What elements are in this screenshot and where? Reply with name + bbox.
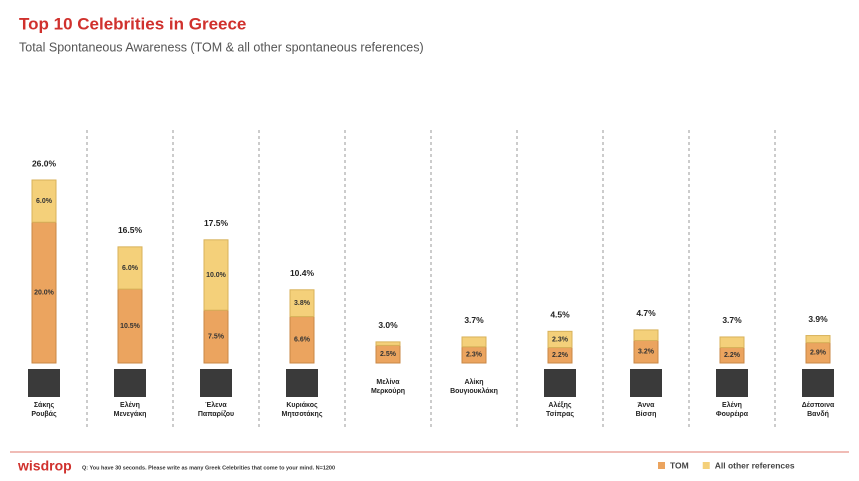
bar-segment [375,341,401,346]
value-label: 20.0% [34,289,55,296]
value-label: 2.3% [466,352,483,359]
value-label: 2.5% [380,351,397,358]
total-label: 16.5% [118,225,143,235]
photo [114,369,146,397]
total-label: 3.7% [722,315,742,325]
category-label: Κυριάκος Μητσοτάκης [281,402,323,418]
total-label: 3.7% [464,315,484,325]
bar-segment [117,288,143,364]
photo [630,369,662,397]
bar-segment [633,329,659,341]
brand: wisdrop [17,458,72,474]
category-label: Δέσποινα Βανδή [801,402,835,418]
bar-segment [203,239,229,311]
photo [544,369,576,397]
footnote: Q: You have 30 seconds. Please write as … [82,465,335,471]
category-label: Μελίνα Μερκούρη [370,379,406,395]
bar-segment [289,289,315,318]
photo [716,369,748,397]
value-label: 6.0% [122,265,139,272]
value-label: 10.0% [206,272,227,279]
legend-label: TOM [670,460,689,470]
value-label: 3.2% [638,349,655,356]
value-label: 3.8% [294,300,311,307]
category-label: Έλενα Παπαρίζου [197,402,235,418]
category-label: Αλίκη Βουγιουκλάκη [450,379,498,395]
chart-subtitle: Total Spontaneous Awareness (TOM & all o… [19,40,424,54]
category-label: Ελένη Μενεγάκη [113,402,147,418]
category-label: Άννα Βίσση [635,402,657,418]
value-label: 6.0% [36,198,53,205]
value-label: 10.5% [120,323,141,330]
bar-segment [117,246,143,290]
category-label: Ελένη Φουρέιρα [715,402,749,418]
total-label: 26.0% [32,158,57,168]
total-label: 4.5% [550,310,570,320]
bar-segment [805,335,831,344]
category-label: Αλέξης Τσίπρας [545,402,575,418]
chart-title: Top 10 Celebrities in Greece [19,14,246,33]
bar-segment [461,336,487,348]
value-label: 7.5% [208,333,225,340]
legend-label: All other references [715,460,795,470]
total-label: 10.4% [290,268,315,278]
total-label: 17.5% [204,218,229,228]
total-label: 3.0% [378,320,398,330]
category-label: Σάκης Ρουβάς [31,402,57,418]
legend-swatch [702,462,710,469]
value-label: 2.3% [552,336,569,343]
value-label: 2.2% [724,352,741,359]
photo [802,369,834,397]
value-label: 6.6% [294,337,311,344]
bar-segment [203,309,229,364]
total-label: 3.9% [808,314,828,324]
value-label: 2.2% [552,352,569,359]
value-label: 2.9% [810,350,827,357]
photo [200,369,232,397]
total-label: 4.7% [636,308,656,318]
bar-segment [719,336,745,349]
bar-segment [31,179,57,223]
legend-swatch [658,462,665,469]
bar-segment [289,316,315,364]
bar-segment [547,330,573,349]
photo [286,369,318,397]
photo [28,369,60,397]
